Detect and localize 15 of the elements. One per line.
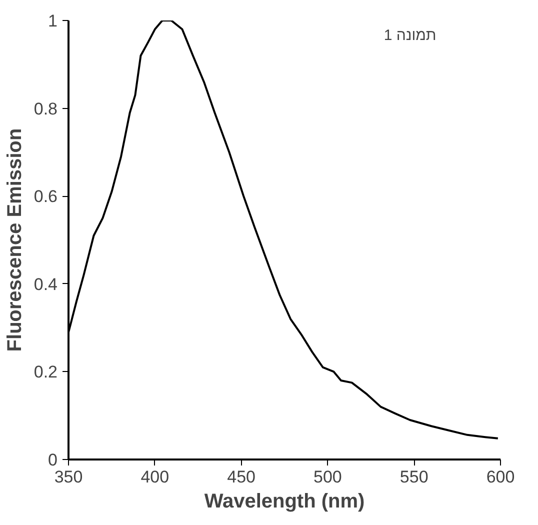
y-tick-label: 1	[48, 12, 58, 30]
x-tick-label: 350	[54, 468, 83, 486]
annotation: תמונה 1	[384, 27, 436, 44]
x-tick-label: 400	[140, 468, 170, 486]
x-tick-label: 550	[400, 468, 428, 486]
x-tick-label: 600	[486, 468, 515, 486]
y-tick-label: 0	[48, 450, 58, 470]
x-tick-label: 450	[227, 468, 256, 486]
y-tick-label: 0.2	[34, 362, 58, 382]
y-tick-label: 0.8	[34, 99, 58, 118]
y-axis-title: Fluorescence Emission	[4, 128, 26, 352]
x-tick-label: 500	[314, 468, 342, 486]
y-tick-label: 0.6	[34, 187, 58, 206]
x-axis-title: Wavelength (nm)	[204, 490, 365, 512]
y-tick-label: 0.4	[34, 274, 58, 294]
